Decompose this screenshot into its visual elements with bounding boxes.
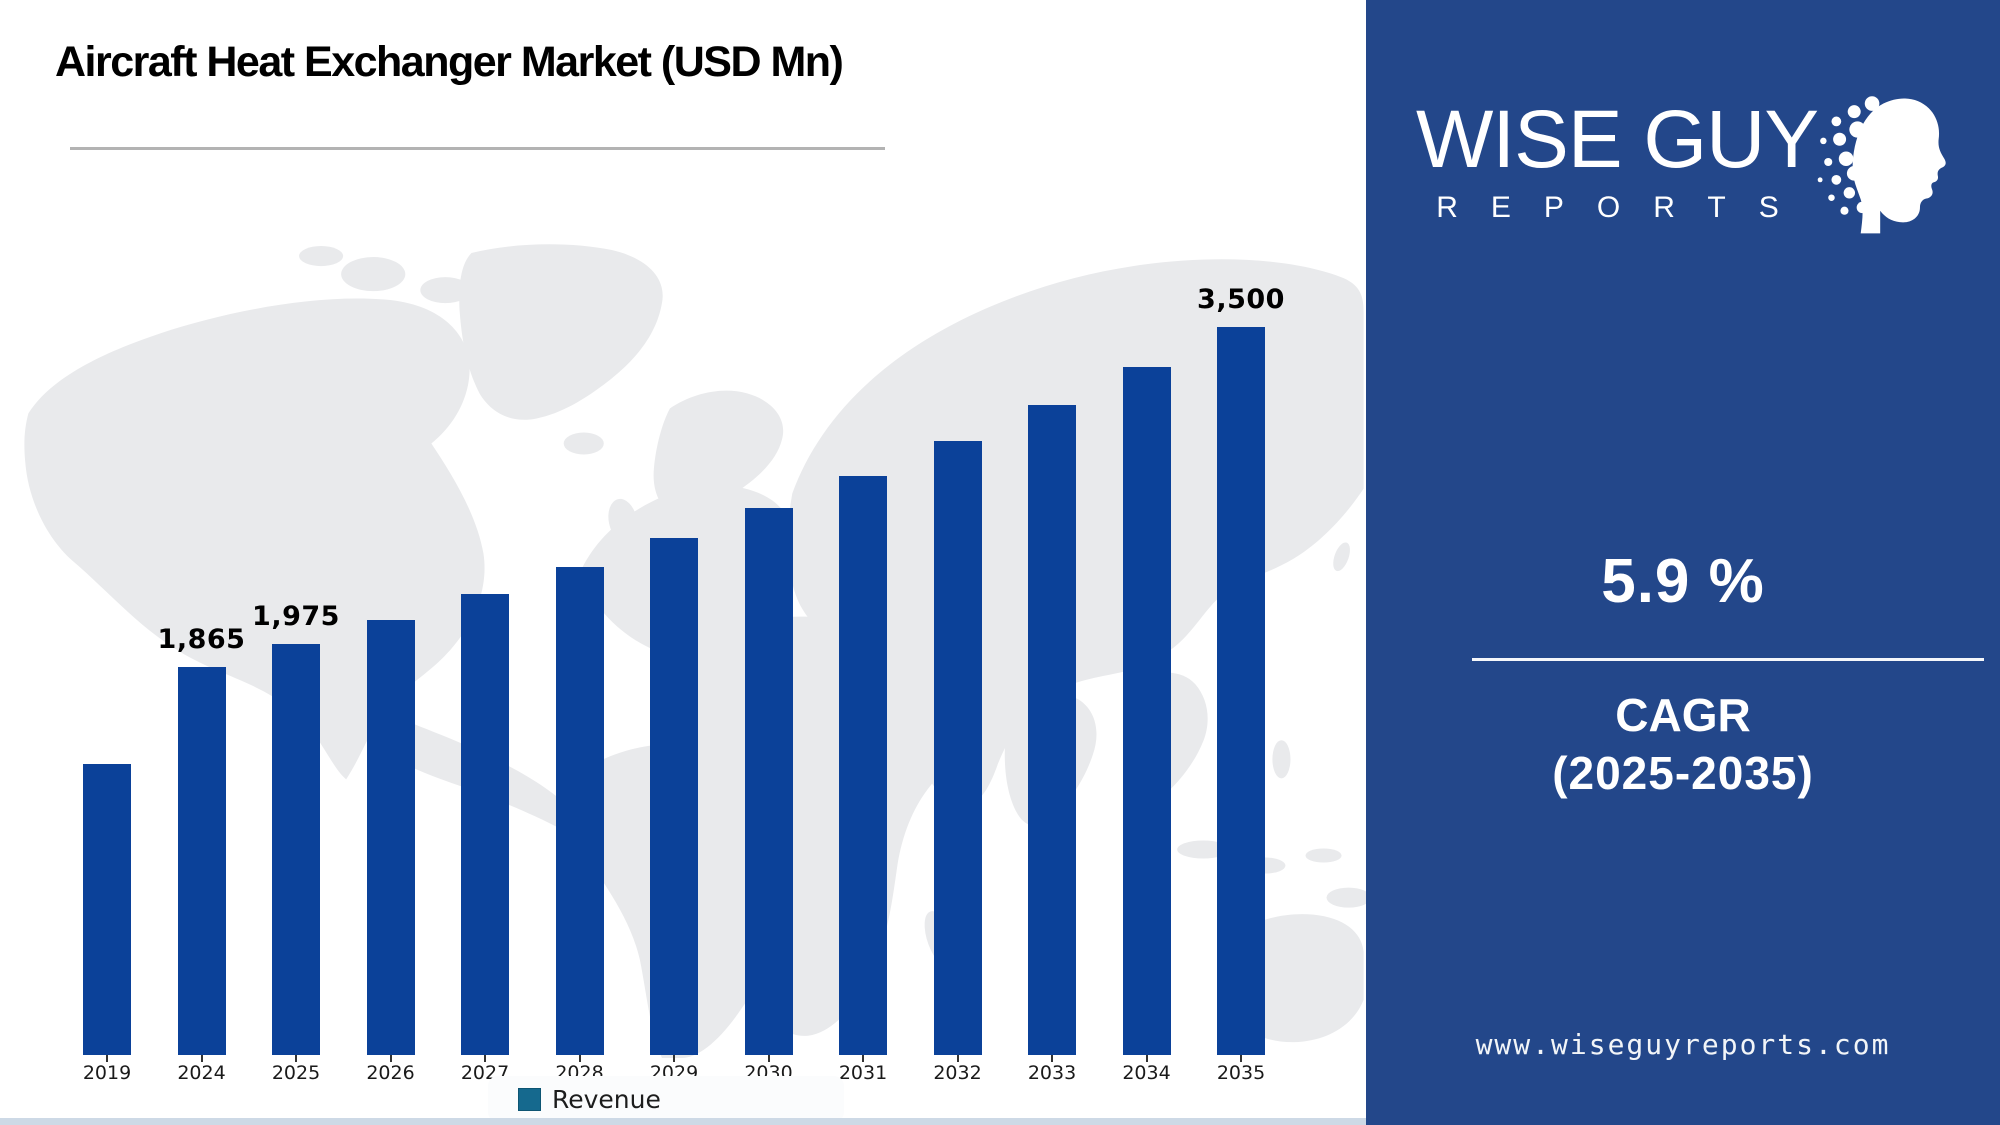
bar-value-label-2035: 3,500 [1197,284,1285,315]
bar-2033 [1028,405,1076,1055]
x-label-2024: 2024 [177,1062,226,1084]
bar-2031 [839,476,887,1055]
bar-2030 [744,508,793,1055]
bar-2029 [650,538,698,1055]
legend-pill [488,1076,844,1122]
bar-value-label-2024: 1,865 [157,624,246,655]
x-label-2033: 2033 [1027,1062,1077,1084]
brand-logo: WISE GUY REPORTS [1366,68,2000,256]
title-underline [70,147,885,150]
x-tick-2028 [578,1055,581,1062]
bar-2035 [1217,327,1265,1055]
bar-value-label-2025: 1,975 [252,601,340,632]
sidebar: WISE GUY REPORTS 5.9 % CAGR (2025-2035) … [1366,0,2000,1125]
chart-title: Aircraft Heat Exchanger Market (USD Mn) [55,38,844,86]
brand-logo-text: WISE GUY REPORTS [1415,94,1819,225]
bar-2028 [555,567,604,1055]
cagr-label: CAGR [1615,689,1751,741]
x-tick-2029 [673,1055,675,1062]
x-tick-2026 [389,1055,392,1062]
brand-name: WISE GUY [1415,94,1819,185]
legend-swatch-revenue [518,1088,541,1111]
bar-2032 [933,441,982,1055]
website-link[interactable]: www.wiseguyreports.com [1475,1028,1891,1061]
x-label-2026: 2026 [366,1062,415,1084]
x-tick-2019 [106,1055,108,1062]
x-tick-2035 [1240,1055,1242,1062]
x-tick-2030 [767,1055,770,1062]
x-tick-2025 [295,1055,297,1062]
x-tick-2034 [1145,1055,1148,1062]
bottom-strip [0,1118,1366,1125]
x-label-2035: 2035 [1216,1062,1266,1084]
bar-2034 [1122,367,1171,1055]
bar-2027 [461,594,509,1055]
x-label-2034: 2034 [1122,1062,1171,1084]
x-tick-2027 [484,1055,486,1062]
legend: Revenue [518,1085,661,1114]
x-label-2019: 2019 [82,1062,132,1084]
sidebar-divider [1472,658,1984,661]
x-tick-2032 [956,1055,959,1062]
x-label-2031: 2031 [838,1062,888,1084]
chart-panel: Aircraft Heat Exchanger Market (USD Mn) [0,38,1371,1125]
bar-2019 [83,764,131,1055]
x-label-2032: 2032 [933,1062,982,1084]
bar-2024 [177,667,226,1055]
bar-2025 [272,644,320,1055]
x-tick-2024 [200,1055,203,1062]
x-tick-2033 [1051,1055,1053,1062]
x-label-2025: 2025 [271,1062,321,1084]
cagr-period: (2025-2035) [1552,747,1814,799]
cagr-value: 5.9 % [1601,547,1765,616]
x-tick-2031 [862,1055,864,1062]
legend-label: Revenue [552,1085,661,1114]
dotted-head-logo-icon [1817,96,1946,234]
bar-2026 [366,620,415,1055]
brand-subname: REPORTS [1436,191,1812,224]
